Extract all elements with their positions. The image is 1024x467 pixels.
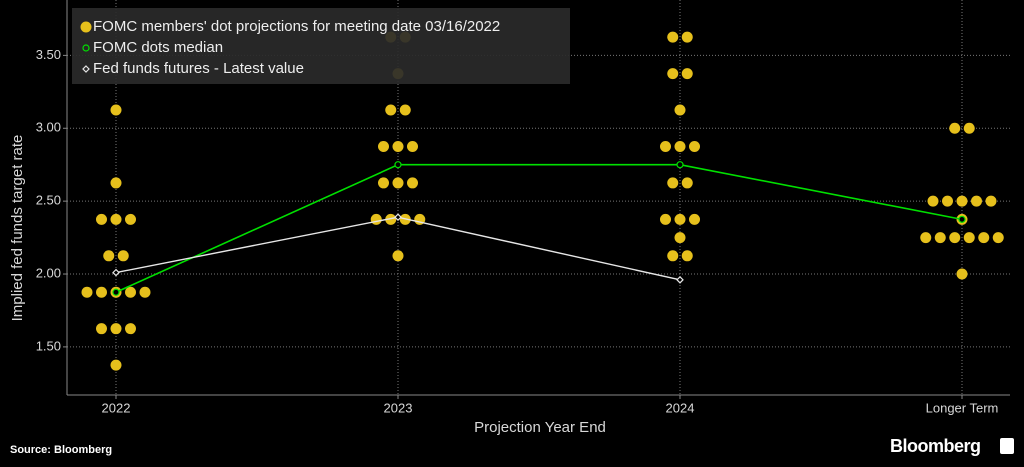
dot	[963, 122, 975, 134]
y-tick-label: 2.00	[36, 265, 61, 280]
median-marker	[958, 215, 966, 223]
median-marker	[112, 288, 120, 296]
dot	[110, 359, 122, 371]
futures-marker	[112, 268, 120, 277]
legend-label: Fed funds futures - Latest value	[93, 60, 304, 77]
dot	[674, 232, 686, 244]
dot	[985, 195, 997, 207]
dot	[117, 250, 129, 262]
y-axis-label: Implied fed funds target rate	[9, 135, 26, 322]
dot	[385, 104, 397, 116]
dot	[407, 140, 418, 152]
dot	[667, 68, 679, 80]
dot	[949, 232, 961, 244]
dot	[942, 195, 953, 207]
futures-marker	[676, 276, 684, 284]
dot	[956, 195, 968, 207]
y-tick-label: 1.50	[36, 338, 61, 353]
dot	[674, 213, 686, 225]
legend-label: FOMC members' dot projections for meetin…	[93, 18, 500, 35]
y-tick-label: 2.50	[36, 193, 61, 208]
dot	[920, 232, 932, 244]
x-tick-label: 2024	[666, 400, 695, 415]
dot	[689, 140, 700, 152]
dot	[110, 177, 122, 189]
dot	[139, 286, 151, 298]
dot	[96, 286, 107, 298]
dot	[370, 213, 382, 225]
dot	[385, 213, 397, 225]
dot	[392, 250, 404, 262]
legend-marker	[80, 21, 92, 33]
dot	[110, 104, 122, 116]
dot	[81, 286, 93, 298]
dot	[407, 177, 418, 189]
dot	[667, 177, 679, 189]
dot	[96, 323, 107, 335]
dot	[392, 177, 404, 189]
source: Source: Bloomberg	[10, 444, 112, 456]
dot	[378, 177, 389, 189]
dot	[660, 140, 671, 152]
dot	[949, 122, 961, 134]
dot	[103, 250, 115, 262]
dot	[399, 104, 411, 116]
dot	[125, 323, 136, 335]
dot	[96, 213, 107, 225]
dot	[934, 232, 946, 244]
dot	[378, 140, 389, 152]
y-tick-label: 3.50	[36, 47, 61, 62]
futures-marker	[394, 213, 402, 222]
dot	[689, 213, 700, 225]
dot	[681, 31, 693, 43]
line	[115, 163, 963, 293]
dot	[674, 140, 686, 152]
dot	[927, 195, 939, 207]
dot	[992, 232, 1004, 244]
dot	[110, 323, 122, 335]
median-marker	[676, 161, 684, 169]
legend-marker	[82, 65, 90, 73]
x-tick-label: Longer Term	[926, 400, 999, 415]
dot	[971, 195, 982, 207]
dot	[392, 140, 404, 152]
dot	[125, 286, 136, 298]
dot	[681, 177, 693, 189]
dot	[963, 232, 975, 244]
dot	[978, 232, 990, 244]
legend-marker	[82, 44, 90, 52]
x-axis-label: Projection Year End	[474, 419, 606, 436]
dot	[110, 213, 122, 225]
median-marker	[394, 161, 402, 169]
dot	[667, 31, 679, 43]
dot	[667, 250, 679, 262]
x-tick-label: 2023	[384, 400, 413, 415]
dot	[125, 213, 136, 225]
dot	[660, 213, 671, 225]
dot	[674, 104, 686, 116]
dot	[956, 268, 968, 280]
legend-box	[72, 8, 570, 84]
brand-icon	[1000, 438, 1014, 454]
dot	[681, 250, 693, 262]
legend-label: FOMC dots median	[93, 39, 223, 56]
brand: Bloomberg	[890, 436, 981, 456]
x-tick-label: 2022	[102, 400, 131, 415]
y-tick-label: 3.00	[36, 120, 61, 135]
dot	[681, 68, 693, 80]
